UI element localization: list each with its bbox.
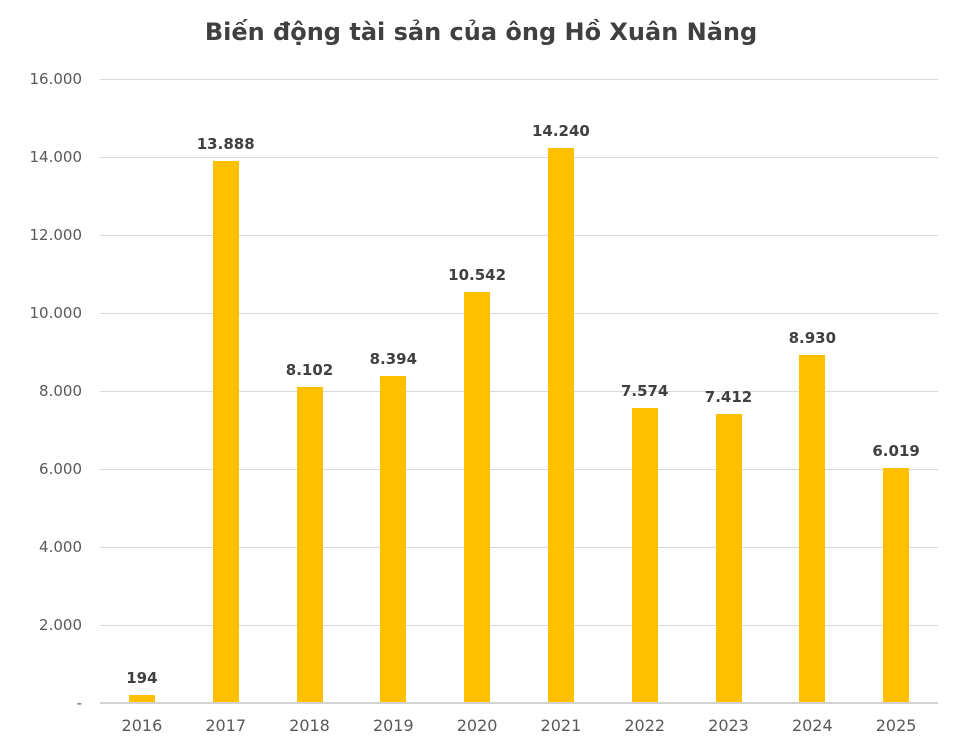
x-tick-label: 2019: [372, 716, 414, 735]
gridline: [100, 313, 938, 314]
gridline: [100, 235, 938, 236]
bar-2019: [380, 375, 407, 703]
x-tick-label: 2023: [708, 716, 749, 735]
y-tick-label: 10.000: [29, 304, 83, 322]
bar-value-label: 7.574: [620, 381, 669, 400]
gridline: [100, 157, 938, 158]
y-tick-label: 8.000: [39, 382, 82, 400]
gridline: [100, 391, 938, 392]
bar-2021: [547, 147, 574, 703]
y-tick-label: -: [76, 694, 82, 712]
x-tick-label: 2018: [289, 716, 330, 735]
bar-2016: [128, 695, 155, 703]
y-tick-label: 4.000: [39, 538, 82, 556]
bar-value-label: 13.888: [196, 135, 255, 154]
gridline: [100, 469, 938, 470]
y-tick-label: 12.000: [29, 226, 83, 244]
x-axis-line: [100, 702, 938, 704]
bar-value-label: 8.102: [285, 361, 334, 380]
bar-2018: [296, 387, 323, 703]
bar-2023: [715, 413, 742, 703]
plot-area: 194 13.888 8.102 8.394 10.542 14.240 7.574 7.41…: [100, 79, 938, 703]
y-tick-label: 14.000: [29, 148, 83, 166]
x-tick-label: 2016: [121, 716, 163, 735]
bar-value-label: 194: [126, 669, 158, 688]
x-tick-label: 2025: [875, 716, 917, 735]
y-tick-label: 2.000: [39, 616, 82, 634]
bar-value-label: 6.019: [872, 442, 920, 461]
bar-2020: [464, 291, 491, 703]
x-tick-label: 2021: [540, 716, 582, 735]
y-tick-label: 16.000: [29, 70, 83, 88]
x-tick-label: 2024: [791, 716, 833, 735]
x-tick-label: 2022: [624, 716, 666, 735]
bar-2024: [799, 354, 826, 703]
bar-value-label: 7.412: [704, 387, 753, 406]
y-tick-label: 6.000: [39, 460, 82, 478]
bar-value-label: 10.542: [448, 265, 507, 284]
bar-2017: [212, 161, 239, 703]
gridline: [100, 625, 938, 626]
bar-2025: [883, 468, 910, 703]
bar-value-label: 8.394: [369, 349, 418, 368]
gridline: [100, 547, 938, 548]
x-tick-label: 2017: [205, 716, 247, 735]
gridline: [100, 79, 938, 80]
bar-2022: [631, 407, 658, 703]
chart-title: Biến động tài sản của ông Hồ Xuân Năng: [204, 18, 758, 46]
x-tick-label: 2020: [456, 716, 498, 735]
bar-value-label: 8.930: [788, 328, 837, 347]
bar-value-label: 14.240: [531, 121, 590, 140]
